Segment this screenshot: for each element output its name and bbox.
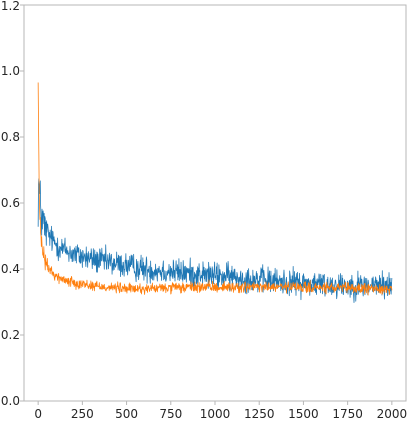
x-tick-label: 1000 [200,407,231,421]
y-tick-label: 1.0 [1,64,20,78]
x-tick-label: 500 [115,407,138,421]
y-tick-label: 0.6 [1,196,20,210]
plot-frame [23,4,407,402]
series-line-2 [37,82,393,296]
y-tick-label: 0.2 [1,328,20,342]
y-tick-label: 1.2 [1,0,20,13]
x-tick-label: 1750 [332,407,363,421]
x-tick-label: 1250 [244,407,275,421]
x-tick-label: 2000 [377,407,408,421]
y-tick-label: 0.8 [1,130,20,144]
x-tick-label: 0 [34,407,42,421]
x-tick-label: 1500 [288,407,319,421]
series-line-1 [37,178,393,303]
x-tick-label: 250 [71,407,94,421]
series-layer [37,82,393,303]
y-tick-label: 0.0 [1,394,20,408]
x-tick-label: 750 [159,407,182,421]
y-tick-label: 0.4 [1,262,20,276]
x-axis: 0 250 500 750 1000 1250 1500 1750 2000 [34,401,407,421]
y-axis: 0.0 0.2 0.4 0.6 0.8 1.0 1.2 [1,0,24,408]
